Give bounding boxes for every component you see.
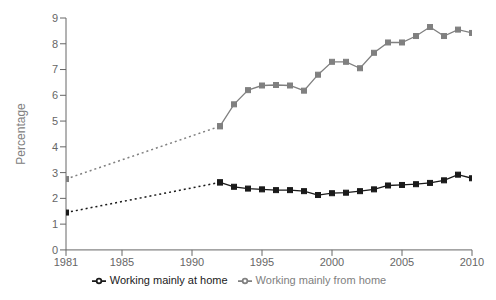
svg-text:5: 5 xyxy=(52,115,58,127)
svg-text:1981: 1981 xyxy=(54,256,78,268)
svg-text:4: 4 xyxy=(52,141,58,153)
svg-text:2005: 2005 xyxy=(390,256,414,268)
svg-text:2: 2 xyxy=(52,192,58,204)
html-text:Working mainly from home: Working mainly from home xyxy=(255,273,387,286)
svg-text:3: 3 xyxy=(52,167,58,179)
svg-text:8: 8 xyxy=(52,38,58,50)
svg-text:1990: 1990 xyxy=(180,256,204,268)
svg-text:2010: 2010 xyxy=(460,256,484,268)
svg-text:0: 0 xyxy=(52,244,58,256)
svg-text:1995: 1995 xyxy=(250,256,274,268)
html-text:Working mainly at home: Working mainly at home xyxy=(109,273,228,286)
svg-text:Percentage: Percentage xyxy=(14,103,28,165)
svg-text:7: 7 xyxy=(52,63,58,75)
svg-text:6: 6 xyxy=(52,89,58,101)
svg-text:9: 9 xyxy=(52,12,58,24)
svg-text:1: 1 xyxy=(52,218,58,230)
svg-text:2000: 2000 xyxy=(320,256,344,268)
svg-text:1985: 1985 xyxy=(110,256,134,268)
